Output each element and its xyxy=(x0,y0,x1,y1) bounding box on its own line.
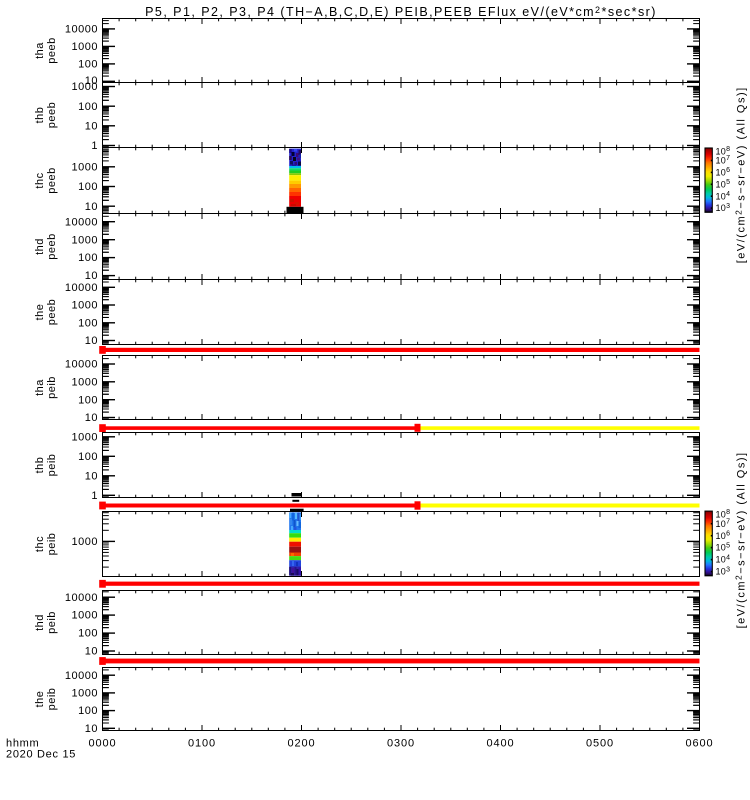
svg-text:100: 100 xyxy=(78,252,98,264)
svg-text:0000: 0000 xyxy=(88,738,116,750)
svg-text:10: 10 xyxy=(85,646,98,658)
svg-text:105: 105 xyxy=(716,179,731,189)
svg-text:106: 106 xyxy=(716,167,731,177)
svg-text:10000: 10000 xyxy=(65,359,98,371)
svg-text:1: 1 xyxy=(91,140,98,152)
svg-text:10000: 10000 xyxy=(65,216,98,228)
svg-text:1000: 1000 xyxy=(72,376,98,388)
svg-text:the: the xyxy=(34,304,46,321)
svg-text:105: 105 xyxy=(716,542,731,552)
svg-text:thd: thd xyxy=(34,238,46,255)
svg-text:[eV/(cm2−s−sr−eV) (All Qs)]: [eV/(cm2−s−sr−eV) (All Qs)] xyxy=(733,451,747,628)
svg-text:10: 10 xyxy=(85,412,98,424)
svg-text:0600: 0600 xyxy=(685,738,713,750)
svg-text:10: 10 xyxy=(85,120,98,132)
svg-text:100: 100 xyxy=(78,394,98,406)
svg-text:peib: peib xyxy=(46,533,58,556)
svg-text:thb: thb xyxy=(34,457,46,474)
svg-text:107: 107 xyxy=(716,518,731,528)
svg-text:103: 103 xyxy=(716,203,731,213)
svg-text:100: 100 xyxy=(78,317,98,329)
svg-text:thc: thc xyxy=(34,172,46,188)
svg-text:P5, P1, P2, P3, P4 (TH−A,B,C,D: P5, P1, P2, P3, P4 (TH−A,B,C,D,E) PEIB,P… xyxy=(145,5,657,19)
svg-text:thc: thc xyxy=(34,536,46,552)
svg-text:0200: 0200 xyxy=(287,738,315,750)
svg-text:100: 100 xyxy=(78,705,98,717)
svg-text:106: 106 xyxy=(716,530,731,540)
svg-text:0500: 0500 xyxy=(586,738,614,750)
svg-text:2020 Dec 15: 2020 Dec 15 xyxy=(6,749,76,761)
svg-text:peib: peib xyxy=(46,376,58,399)
svg-text:1000: 1000 xyxy=(72,81,98,93)
svg-text:thd: thd xyxy=(34,614,46,631)
svg-text:1000: 1000 xyxy=(72,161,98,173)
svg-text:0100: 0100 xyxy=(188,738,216,750)
svg-text:10: 10 xyxy=(85,470,98,482)
svg-text:tha: tha xyxy=(34,42,46,59)
svg-text:1000: 1000 xyxy=(72,688,98,700)
svg-text:108: 108 xyxy=(716,146,731,156)
svg-text:104: 104 xyxy=(716,554,731,564)
svg-text:[eV/(cm2−s−sr−eV) (All Qs)]: [eV/(cm2−s−sr−eV) (All Qs)] xyxy=(733,86,747,263)
svg-text:0300: 0300 xyxy=(387,738,415,750)
svg-text:1000: 1000 xyxy=(72,300,98,312)
svg-text:10: 10 xyxy=(85,75,98,87)
svg-text:peib: peib xyxy=(46,611,58,634)
svg-text:10000: 10000 xyxy=(65,282,98,294)
svg-text:10: 10 xyxy=(85,335,98,347)
svg-text:100: 100 xyxy=(78,628,98,640)
svg-text:10: 10 xyxy=(85,723,98,735)
svg-text:1000: 1000 xyxy=(72,536,98,548)
svg-text:10000: 10000 xyxy=(65,24,98,36)
svg-text:100: 100 xyxy=(78,451,98,463)
svg-text:peib: peib xyxy=(46,454,58,477)
svg-text:10: 10 xyxy=(85,201,98,213)
svg-text:tha: tha xyxy=(34,379,46,396)
svg-text:1000: 1000 xyxy=(72,234,98,246)
svg-text:10: 10 xyxy=(85,270,98,282)
svg-text:100: 100 xyxy=(78,181,98,193)
svg-text:107: 107 xyxy=(716,155,731,165)
svg-text:10000: 10000 xyxy=(65,670,98,682)
svg-text:thb: thb xyxy=(34,107,46,124)
svg-text:1: 1 xyxy=(91,490,98,502)
svg-text:104: 104 xyxy=(716,191,731,201)
svg-text:peeb: peeb xyxy=(46,102,58,128)
svg-text:108: 108 xyxy=(716,509,731,519)
svg-text:0400: 0400 xyxy=(486,738,514,750)
svg-text:peeb: peeb xyxy=(46,37,58,63)
svg-text:peib: peib xyxy=(46,688,58,711)
svg-text:peeb: peeb xyxy=(46,299,58,325)
svg-text:10000: 10000 xyxy=(65,592,98,604)
svg-text:100: 100 xyxy=(78,101,98,113)
svg-text:peeb: peeb xyxy=(46,167,58,193)
svg-text:103: 103 xyxy=(716,566,731,576)
svg-text:the: the xyxy=(34,691,46,708)
svg-text:100: 100 xyxy=(78,59,98,71)
svg-text:peeb: peeb xyxy=(46,233,58,259)
svg-text:hhmm: hhmm xyxy=(6,738,39,750)
svg-text:1000: 1000 xyxy=(72,610,98,622)
svg-text:1000: 1000 xyxy=(72,431,98,443)
svg-text:1000: 1000 xyxy=(72,41,98,53)
